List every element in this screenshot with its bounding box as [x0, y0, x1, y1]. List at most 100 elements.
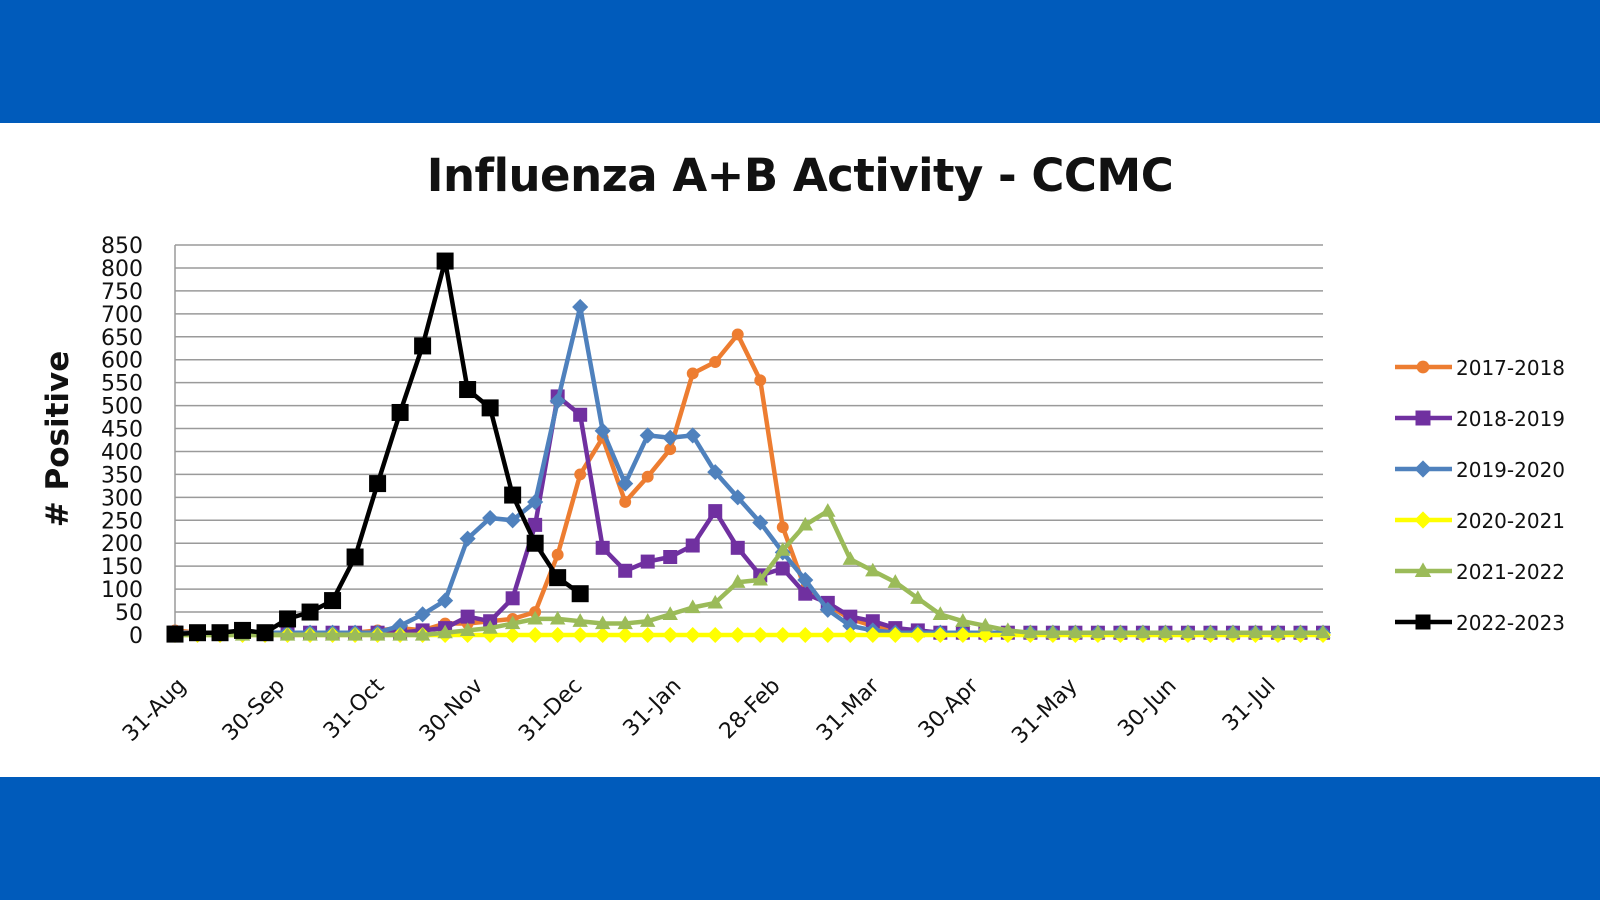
legend-entry: 2018-2019: [1395, 407, 1565, 431]
legend-entry: 2022-2023: [1395, 611, 1565, 635]
data-point: [549, 569, 567, 587]
data-point: [618, 563, 633, 578]
data-point: [754, 374, 767, 387]
data-point: [369, 626, 386, 641]
data-point: [526, 534, 544, 552]
legend-label: 2020-2021: [1456, 509, 1565, 533]
data-point: [459, 622, 476, 637]
data-point: [1135, 624, 1151, 639]
x-tick-label: 31-Dec: [514, 674, 587, 747]
data-point: [549, 610, 566, 625]
y-tick-label: 200: [101, 532, 143, 557]
legend-marker: [1414, 562, 1432, 577]
y-tick-label: 400: [101, 440, 143, 465]
data-point: [662, 429, 679, 446]
series-line: [172, 394, 1326, 635]
data-point: [1067, 624, 1084, 639]
data-point: [752, 514, 769, 531]
x-tick-label: 31-Jul: [1218, 674, 1281, 737]
data-point: [865, 562, 881, 577]
data-point: [504, 626, 521, 644]
data-point: [527, 493, 544, 510]
data-point: [707, 594, 723, 609]
data-point: [572, 298, 589, 315]
data-point: [707, 626, 724, 644]
legend-marker: [1415, 614, 1431, 630]
data-point: [662, 606, 678, 620]
data-point: [346, 548, 364, 566]
data-point: [414, 606, 431, 623]
y-tick-label: 300: [101, 486, 143, 511]
y-tick-label: 850: [101, 234, 143, 259]
data-point: [798, 586, 813, 601]
data-point: [1000, 622, 1016, 637]
data-point: [527, 626, 544, 644]
data-point: [819, 601, 836, 618]
data-point: [595, 540, 610, 555]
data-point: [549, 392, 566, 410]
data-point: [436, 252, 454, 270]
data-point: [189, 624, 207, 642]
y-tick-label: 450: [101, 418, 143, 443]
data-point: [1270, 624, 1286, 639]
y-tick-label: 800: [101, 257, 143, 282]
data-point: [392, 617, 409, 634]
data-point: [617, 615, 633, 630]
data-point: [639, 427, 656, 444]
series-line: [172, 332, 1326, 635]
data-point: [1090, 624, 1106, 639]
data-point: [730, 574, 746, 588]
legend-label: 2017-2018: [1456, 356, 1565, 380]
data-point: [256, 624, 274, 642]
data-point: [481, 399, 499, 417]
legend-entry: 2017-2018: [1395, 356, 1565, 380]
top-banner: [0, 0, 1600, 123]
data-point: [302, 626, 318, 641]
data-point: [797, 626, 814, 644]
line-chart: 0501001502002503003504004505005506006507…: [40, 234, 1565, 749]
bottom-banner: [0, 777, 1600, 900]
data-point: [865, 614, 880, 629]
data-point: [684, 427, 701, 444]
y-tick-label: 250: [101, 509, 143, 534]
y-tick-label: 350: [101, 463, 143, 488]
data-point: [775, 561, 790, 576]
data-point: [1225, 624, 1241, 639]
legend-label: 2019-2020: [1456, 458, 1565, 482]
series-2017-2018: [169, 328, 1329, 639]
data-point: [391, 403, 409, 421]
data-point: [504, 486, 522, 504]
data-point: [663, 550, 678, 564]
data-point: [301, 603, 319, 621]
x-tick-label: 31-Aug: [118, 674, 191, 747]
data-point: [617, 475, 634, 492]
data-point: [776, 521, 789, 534]
data-point: [414, 337, 432, 355]
series-2021-2022: [167, 503, 1331, 641]
data-point: [459, 530, 476, 547]
series-line: [172, 508, 1326, 638]
data-point: [279, 626, 296, 641]
data-point: [977, 617, 994, 632]
data-point: [640, 554, 655, 569]
chart-title: Influenza A+B Activity - CCMC: [426, 149, 1174, 202]
x-tick-label: 30-Nov: [415, 674, 488, 747]
legend-label: 2018-2019: [1456, 407, 1565, 431]
legend-marker: [1416, 360, 1430, 374]
y-tick-label: 100: [101, 578, 143, 603]
data-point: [1157, 624, 1174, 639]
data-point: [437, 592, 454, 609]
data-point: [641, 470, 654, 483]
data-point: [369, 475, 387, 493]
data-point: [955, 613, 971, 627]
data-point: [842, 551, 858, 565]
data-point: [797, 571, 814, 588]
data-point: [1045, 624, 1061, 639]
data-point: [279, 610, 297, 628]
x-tick-label: 31-May: [1007, 674, 1082, 749]
data-point: [594, 422, 611, 439]
legend-marker: [1414, 511, 1432, 529]
data-point: [392, 626, 408, 641]
data-point: [166, 625, 184, 643]
data-point: [572, 626, 589, 644]
